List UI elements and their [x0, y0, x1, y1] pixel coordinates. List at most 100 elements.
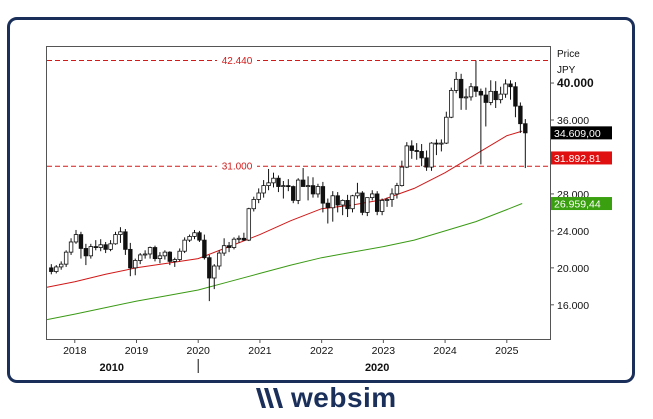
candle	[419, 144, 424, 167]
candle	[498, 86, 503, 104]
candle	[182, 237, 187, 254]
candle-body	[73, 234, 79, 243]
candle	[384, 197, 390, 207]
candle-body	[118, 231, 123, 235]
candle	[58, 261, 64, 270]
candle-body	[523, 123, 528, 134]
candle-body	[68, 241, 74, 253]
candle	[370, 190, 375, 201]
candle	[133, 258, 138, 276]
candle	[518, 102, 523, 133]
candle-body	[355, 192, 360, 197]
y-tick-label: 16.000	[557, 300, 589, 312]
candle	[453, 71, 459, 94]
x-tick-label: 2020	[187, 345, 211, 357]
candle	[73, 229, 79, 244]
level-label-bg	[217, 54, 257, 66]
candle-body	[518, 105, 523, 125]
candle-body	[157, 255, 163, 260]
candle	[251, 196, 256, 212]
candle-body	[325, 202, 331, 209]
candle-body	[429, 142, 434, 168]
candle	[503, 79, 508, 98]
candles	[49, 60, 528, 302]
candle	[137, 253, 143, 265]
x-tick-label: 2025	[495, 345, 519, 357]
candle-body	[192, 232, 197, 237]
candle-body	[315, 186, 321, 195]
candle	[340, 199, 345, 216]
brand-name: websim	[291, 382, 397, 413]
candle	[424, 150, 429, 171]
x-tick-label: 2019	[125, 345, 149, 357]
candle	[305, 176, 311, 201]
y-tick-label: 20.000	[557, 263, 589, 275]
candle-body	[335, 195, 340, 206]
candle-body	[434, 142, 439, 145]
y-tick-label: 24.000	[557, 226, 589, 238]
candle	[231, 237, 237, 250]
candle-body	[503, 83, 508, 95]
x-tick-label: 2021	[248, 345, 272, 357]
candle-body	[404, 145, 410, 168]
candle-body	[281, 185, 286, 188]
candle-body	[320, 186, 326, 204]
candle	[399, 160, 405, 187]
candle	[330, 191, 335, 222]
candle-body	[374, 193, 380, 212]
candle-body	[113, 234, 118, 245]
candle-body	[439, 142, 444, 145]
candle	[444, 111, 449, 145]
price-tag	[551, 197, 612, 211]
candle-body	[330, 195, 335, 209]
price-tag-label: 26.959,44	[554, 199, 601, 211]
candle	[123, 229, 128, 255]
candle	[162, 250, 168, 260]
candle	[523, 119, 528, 169]
horizontal-levels: 42.440 31.000	[47, 54, 550, 173]
moving-averages	[46, 130, 523, 321]
moving-average-line	[46, 130, 523, 288]
candle	[216, 250, 222, 270]
candle-body	[142, 253, 148, 256]
axis-currency: JPY	[557, 65, 576, 76]
candle	[212, 264, 217, 290]
candle	[113, 231, 118, 245]
candle	[458, 73, 464, 110]
candle-body	[365, 197, 370, 213]
candle	[300, 168, 306, 187]
candle	[103, 241, 108, 254]
candle-body	[305, 185, 311, 188]
candle-body	[236, 237, 242, 240]
candle	[63, 250, 69, 267]
candle	[513, 82, 518, 118]
candle-body	[409, 145, 414, 151]
candle	[236, 235, 242, 243]
candle-body	[478, 90, 484, 96]
candle	[404, 142, 410, 169]
candle	[345, 194, 350, 218]
candle-body	[424, 157, 429, 168]
y-tick-label: 40.000	[557, 76, 594, 90]
candle	[478, 88, 484, 165]
candle	[177, 248, 182, 262]
candle	[221, 238, 227, 256]
candle-body	[379, 199, 385, 212]
candle-body	[295, 179, 301, 201]
candle-body	[340, 199, 345, 206]
candle	[192, 229, 197, 240]
candle-body	[291, 186, 296, 201]
price-tag-label: 34.609,00	[554, 128, 601, 140]
axis-title: Price	[557, 49, 580, 60]
candle-body	[251, 199, 256, 210]
candle	[172, 257, 177, 267]
candle	[468, 83, 474, 101]
candle-body	[137, 254, 143, 261]
candle-body	[419, 151, 424, 159]
candle	[429, 142, 434, 171]
candle-body	[493, 90, 498, 101]
candle	[108, 240, 113, 252]
candle-body	[394, 185, 400, 195]
decade-label: 2010	[100, 362, 124, 374]
candle-body	[310, 185, 316, 195]
